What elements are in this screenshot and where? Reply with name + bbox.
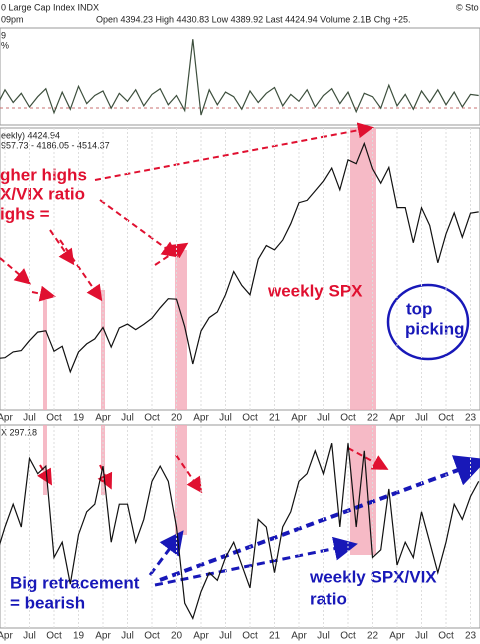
x-tick-label: Jul — [317, 631, 330, 642]
x-tick-label: Jul — [23, 631, 36, 642]
x-tick-label: Apr — [0, 413, 13, 424]
x-tick-label: Oct — [46, 631, 62, 642]
x-tick-label: 23 — [465, 413, 477, 424]
series-line — [0, 39, 479, 116]
panel-label: eekly) 4424.94 — [1, 130, 60, 140]
x-tick-label: 22 — [367, 631, 379, 642]
x-tick-label: Oct — [242, 631, 258, 642]
x-tick-label: Oct — [438, 631, 454, 642]
arrows-red — [0, 122, 389, 494]
x-tick-label: 23 — [465, 631, 477, 642]
x-tick-label: Oct — [46, 413, 62, 424]
x-tick-label: Apr — [0, 631, 13, 642]
x-tick-label: Oct — [144, 413, 160, 424]
x-tick-label: Jul — [121, 413, 134, 424]
x-tick-label: 20 — [171, 631, 183, 642]
panel-ratio — [0, 424, 480, 629]
annotation: weekly SPX/VIX — [309, 567, 437, 586]
x-tick-label: Apr — [95, 631, 111, 642]
x-tick-label: 21 — [269, 631, 281, 642]
x-tick-label: Jul — [415, 631, 428, 642]
panel-label: X 297.18 — [1, 427, 37, 437]
x-tick-label: Apr — [389, 413, 405, 424]
x-tick-label: 19 — [73, 413, 85, 424]
series-line — [0, 443, 480, 620]
annotation: Big retracement — [10, 573, 140, 592]
panel-label: 957.73 - 4186.05 - 4514.37 — [1, 140, 110, 150]
circle — [386, 283, 470, 361]
x-tick-label: 21 — [269, 413, 281, 424]
x-tick-label: Jul — [121, 631, 134, 642]
annotation: weekly SPX — [267, 281, 363, 300]
annotation: picking — [405, 319, 465, 338]
header-note: % — [1, 40, 9, 50]
x-tick-label: 22 — [367, 413, 379, 424]
annotation: = bearish — [10, 593, 85, 612]
highlight-bands — [43, 128, 376, 555]
panel-top — [0, 27, 480, 126]
x-tick-label: Oct — [340, 413, 356, 424]
x-tick-label: Oct — [242, 413, 258, 424]
x-tick-label: Apr — [95, 413, 111, 424]
x-tick-label: Jul — [219, 631, 232, 642]
x-tick-label: Apr — [193, 631, 209, 642]
header-note: 9 — [1, 30, 6, 40]
x-tick-label: 19 — [73, 631, 85, 642]
x-tick-label: Apr — [291, 631, 307, 642]
header-title: 0 Large Cap Index INDX — [1, 2, 99, 12]
x-tick-label: Oct — [144, 631, 160, 642]
x-tick-label: Oct — [340, 631, 356, 642]
series-line — [0, 141, 479, 374]
annotation: ratio — [310, 589, 347, 608]
x-tick-label: Jul — [317, 413, 330, 424]
x-tick-label: 20 — [171, 413, 183, 424]
header-quote: Open 4394.23 High 4430.83 Low 4389.92 La… — [96, 14, 411, 24]
arrows-blue — [148, 455, 480, 587]
x-tick-label: Jul — [415, 413, 428, 424]
x-tick-label: Apr — [193, 413, 209, 424]
x-tick-label: Jul — [23, 413, 36, 424]
x-tick-label: Oct — [438, 413, 454, 424]
header-credit: © Sto — [456, 2, 479, 12]
x-tick-label: Apr — [291, 413, 307, 424]
x-tick-label: Apr — [389, 631, 405, 642]
annotation: ighs = — [0, 204, 50, 223]
x-tick-label: Jul — [219, 413, 232, 424]
annotation: top — [406, 299, 432, 318]
annotation: gher highs — [0, 165, 87, 184]
annotation: X/VIX ratio — [0, 184, 85, 203]
header-time: 09pm — [1, 14, 24, 24]
